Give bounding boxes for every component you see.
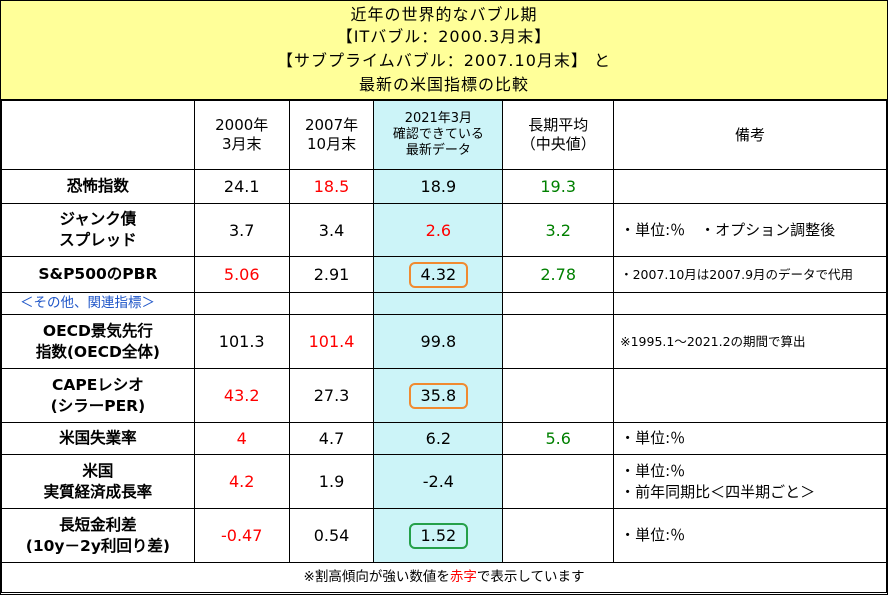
spread-average (502, 508, 615, 563)
section-empty-5 (613, 292, 887, 315)
unemp-2000: 4 (193, 422, 290, 455)
spread-2007: 0.54 (288, 508, 375, 563)
row-real-gdp-growth: 米国 実質経済成長率 4.2 1.9 -2.4 ・単位:％ ・前年同期比＜四半期ごと… (1, 454, 887, 509)
oecd-2007: 101.4 (288, 314, 375, 369)
title-line-1: 近年の世界的なバブル期 (350, 5, 538, 24)
junk-note: ・単位:％ ・オプション調整後 (613, 203, 887, 257)
junk-2000: 3.7 (193, 203, 290, 257)
unemp-average: 5.6 (502, 422, 615, 455)
pbr-2000: 5.06 (193, 256, 290, 293)
header-notes: 備考 (613, 100, 887, 170)
header-row: 2000年 3月末 2007年 10月末 2021年3月 確認できている 最新データ 長… (1, 100, 887, 170)
header-2007: 2007年 10月末 (288, 100, 375, 170)
title-line-3: 【サブプライムバブル：2007.10月末】 と (277, 51, 611, 70)
spread-latest-highlight-box: 1.52 (408, 522, 469, 549)
pbr-2007: 2.91 (288, 256, 375, 293)
indicator-table: 2000年 3月末 2007年 10月末 2021年3月 確認できている 最新データ 長… (1, 100, 887, 593)
fear-note (613, 169, 887, 204)
row-oecd: OECD景気先行 指数(OECD全体) 101.3 101.4 99.8 ※199… (1, 314, 887, 369)
pbr-label: S&P500のPBR (1, 256, 195, 293)
fear-label: 恐怖指数 (1, 169, 195, 204)
footer-row: ※割高傾向が強い数値を赤字で表示しています (1, 562, 887, 593)
unemp-label: 米国失業率 (1, 422, 195, 455)
cape-label: CAPEレシオ (シラーPER) (1, 368, 195, 423)
gdp-note: ・単位:％ ・前年同期比＜四半期ごと＞ (613, 454, 887, 509)
oecd-average (502, 314, 615, 369)
header-latest: 2021年3月 確認できている 最新データ (373, 100, 504, 170)
row-sp500-pbr: S&P500のPBR 5.06 2.91 4.32 2.78 ・2007.10月… (1, 256, 887, 293)
row-cape: CAPEレシオ (シラーPER) 43.2 27.3 35.8 (1, 368, 887, 423)
oecd-latest: 99.8 (373, 314, 504, 369)
oecd-label: OECD景気先行 指数(OECD全体) (1, 314, 195, 369)
footer-red-word: 赤字 (449, 569, 477, 585)
unemp-2007: 4.7 (288, 422, 375, 455)
title-line-4: 最新の米国指標の比較 (358, 75, 529, 94)
header-long-term-average: 長期平均 （中央値） (502, 100, 615, 170)
row-unemployment: 米国失業率 4 4.7 6.2 5.6 ・単位:％ (1, 422, 887, 455)
pbr-latest: 4.32 (373, 256, 504, 293)
junk-label: ジャンク債 スプレッド (1, 203, 195, 257)
header-empty (1, 100, 195, 170)
row-junk-spread: ジャンク債 スプレッド 3.7 3.4 2.6 3.2 ・単位:％ ・オプション調… (1, 203, 887, 257)
section-empty-3 (373, 292, 504, 315)
oecd-2000: 101.3 (193, 314, 290, 369)
section-empty-4 (502, 292, 615, 315)
gdp-2007: 1.9 (288, 454, 375, 509)
spread-2000: -0.47 (193, 508, 290, 563)
title-block: 近年の世界的なバブル期 【ITバブル：2000.3月末】 【サブプライムバブル：… (1, 1, 887, 100)
junk-average: 3.2 (502, 203, 615, 257)
footer-note: ※割高傾向が強い数値を赤字で表示しています (1, 562, 887, 593)
spread-latest: 1.52 (373, 508, 504, 563)
cape-2000: 43.2 (193, 368, 290, 423)
cape-average (502, 368, 615, 423)
cape-latest: 35.8 (373, 368, 504, 423)
cape-2007: 27.3 (288, 368, 375, 423)
junk-latest: 2.6 (373, 203, 504, 257)
fear-average: 19.3 (502, 169, 615, 204)
title-line-2: 【ITバブル：2000.3月末】 (336, 27, 552, 46)
section-empty-2 (288, 292, 375, 315)
fear-2007: 18.5 (288, 169, 375, 204)
header-2000: 2000年 3月末 (193, 100, 290, 170)
oecd-note: ※1995.1～2021.2の期間で算出 (613, 314, 887, 369)
spread-label: 長短金利差 (10y－2y利回り差) (1, 508, 195, 563)
row-yield-spread: 長短金利差 (10y－2y利回り差) -0.47 0.54 1.52 ・単位:％ (1, 508, 887, 563)
section-related-label: ＜その他、関連指標＞ (1, 292, 195, 315)
pbr-latest-highlight-box: 4.32 (408, 261, 469, 288)
row-section-related: ＜その他、関連指標＞ (1, 292, 887, 315)
row-fear-index: 恐怖指数 24.1 18.5 18.9 19.3 (1, 169, 887, 204)
section-empty-1 (193, 292, 290, 315)
gdp-2000: 4.2 (193, 454, 290, 509)
unemp-latest: 6.2 (373, 422, 504, 455)
pbr-note: ・2007.10月は2007.9月のデータで代用 (613, 256, 887, 293)
gdp-average (502, 454, 615, 509)
cape-note (613, 368, 887, 423)
pbr-average: 2.78 (502, 256, 615, 293)
junk-2007: 3.4 (288, 203, 375, 257)
unemp-note: ・単位:％ (613, 422, 887, 455)
fear-latest: 18.9 (373, 169, 504, 204)
cape-latest-highlight-box: 35.8 (408, 382, 469, 409)
gdp-label: 米国 実質経済成長率 (1, 454, 195, 509)
gdp-latest: -2.4 (373, 454, 504, 509)
fear-2000: 24.1 (193, 169, 290, 204)
spread-note: ・単位:％ (613, 508, 887, 563)
